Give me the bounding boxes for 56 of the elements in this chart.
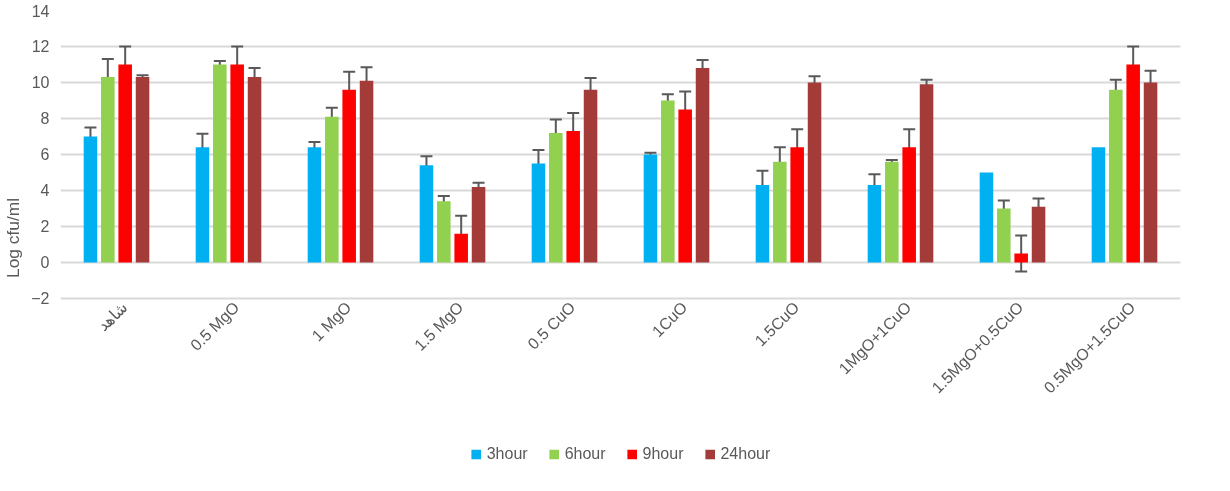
bar	[885, 161, 899, 263]
bar	[773, 161, 787, 263]
x-tick-label: شاهد	[94, 298, 131, 335]
y-tick-label: 4	[40, 182, 50, 200]
bar	[997, 208, 1011, 263]
bar	[902, 147, 916, 263]
y-tick-label: 6	[40, 146, 50, 164]
bar	[1091, 147, 1106, 263]
y-axis-title: Log cfu/ml	[3, 198, 24, 278]
y-tick-label: 10	[31, 74, 50, 92]
legend-label: 3hour	[486, 445, 528, 463]
bar	[1109, 89, 1123, 263]
bar	[454, 233, 468, 263]
bar	[1126, 64, 1140, 263]
bar	[549, 132, 563, 263]
y-tick-label: 0	[40, 254, 50, 272]
bar	[755, 185, 770, 263]
x-tick-label: 0.5 CuO	[524, 298, 579, 353]
y-tick-label: 2	[40, 218, 50, 236]
bar	[307, 147, 322, 263]
legend-label: 24hour	[720, 445, 771, 463]
y-tick-label: 8	[40, 110, 50, 128]
bar	[1031, 206, 1046, 263]
bar	[213, 64, 227, 263]
bar	[135, 77, 150, 263]
bar	[83, 136, 98, 263]
bar	[118, 64, 132, 263]
legend-label: 9hour	[642, 445, 684, 463]
bar	[325, 116, 339, 263]
bar	[437, 201, 451, 263]
bar	[419, 165, 434, 263]
bar	[643, 154, 658, 263]
bar	[531, 163, 546, 263]
bar	[247, 77, 262, 263]
y-tick-label: 14	[31, 2, 50, 20]
bar	[566, 131, 580, 263]
bar	[230, 64, 244, 263]
bar	[1143, 82, 1158, 263]
bar	[979, 172, 994, 263]
bar	[678, 109, 692, 263]
bar	[359, 80, 374, 263]
bar	[471, 186, 486, 263]
bar	[195, 147, 210, 263]
y-tick-label: −2	[31, 290, 50, 308]
legend-label: 6hour	[564, 445, 606, 463]
bar	[661, 100, 675, 263]
bar	[919, 84, 934, 263]
y-tick-label: 12	[31, 38, 50, 56]
bar	[1014, 253, 1028, 263]
bar	[807, 82, 822, 263]
bar	[790, 147, 804, 263]
bar	[101, 77, 115, 263]
bar	[583, 89, 598, 263]
bar	[342, 89, 356, 263]
bar	[867, 185, 882, 263]
bar	[695, 68, 710, 263]
